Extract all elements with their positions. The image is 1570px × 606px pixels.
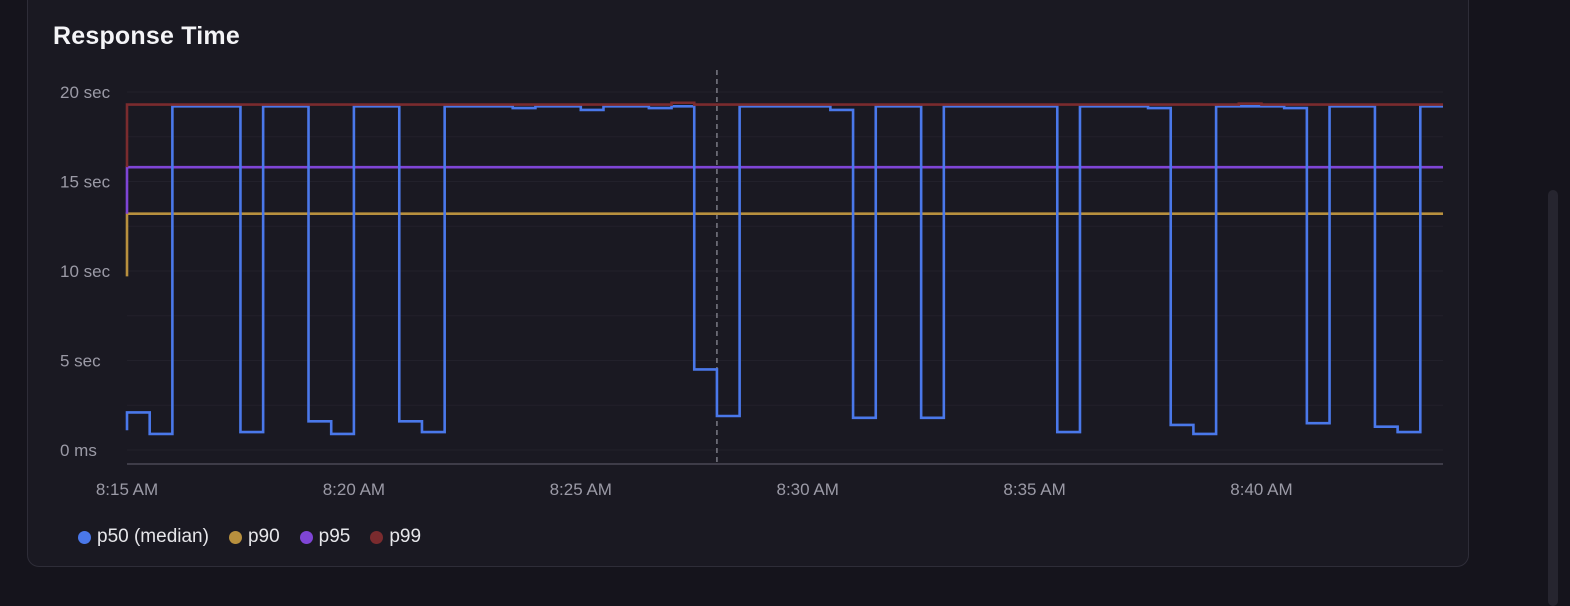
legend-item-p95[interactable]: p95 — [299, 526, 351, 548]
legend-dot-icon — [228, 530, 242, 544]
x-axis-ticks: 8:15 AM 8:20 AM 8:25 AM 8:30 AM 8:35 AM 8:40 … — [96, 480, 1293, 499]
series-line-p99 — [125, 101, 1443, 168]
legend-label: p99 — [389, 526, 422, 547]
series-lines — [125, 101, 1443, 436]
y-tick-label: 10 sec — [60, 262, 111, 281]
x-tick-label: 8:30 AM — [777, 480, 839, 499]
x-tick-label: 8:35 AM — [1003, 480, 1065, 499]
series-line-p95 — [125, 165, 1443, 214]
legend-dot-icon — [78, 530, 91, 544]
y-tick-label: 5 sec — [60, 352, 101, 371]
y-tick-label: 20 sec — [60, 83, 111, 102]
legend-item-p50[interactable]: p50 (median) — [78, 526, 209, 548]
legend-dot-icon — [370, 530, 384, 544]
legend-label: p95 — [318, 526, 351, 547]
y-tick-label: 15 sec — [60, 173, 111, 192]
x-tick-label: 8:20 AM — [323, 480, 385, 499]
grid-lines — [127, 91, 1443, 451]
chart-legend: p50 (median) p90 p95 p99 — [78, 526, 421, 548]
scrollbar[interactable] — [1548, 190, 1558, 606]
x-tick-label: 8:25 AM — [550, 480, 612, 499]
series-line-p90 — [125, 212, 1443, 277]
legend-dot-icon — [299, 530, 313, 544]
response-time-card — [27, 0, 1469, 567]
chart-title: Response Time — [53, 22, 240, 50]
y-tick-label: 0 ms — [60, 441, 97, 460]
x-tick-label: 8:40 AM — [1230, 480, 1292, 499]
x-tick-label: 8:15 AM — [96, 480, 158, 499]
legend-label: p90 — [247, 526, 280, 547]
series-line-p50 — [125, 105, 1443, 436]
legend-item-p90[interactable]: p90 — [228, 526, 280, 548]
legend-label: p50 (median) — [97, 526, 209, 547]
legend-item-p99[interactable]: p99 — [370, 526, 421, 548]
y-axis-ticks: 0 ms 5 sec 10 sec 15 sec 20 sec — [60, 83, 111, 460]
